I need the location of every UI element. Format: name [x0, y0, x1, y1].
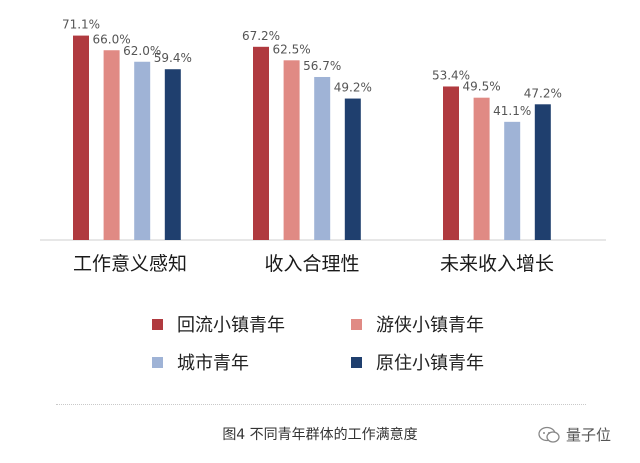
data-label-2-3: 56.7%: [303, 59, 341, 73]
x-tick-label-1: 工作意义感知: [73, 253, 187, 275]
data-label-3-1: 53.4%: [432, 68, 470, 82]
chat-bubble-icon: [538, 426, 560, 443]
data-label-3-3: 41.1%: [493, 104, 531, 118]
bar-chart: 71.1%66.0%62.0%59.4% 工作意义感知 67.2%62.5% 56.7…: [40, 18, 606, 275]
legend-label-series-4: 原住小镇青年: [376, 353, 484, 374]
x-tick-label-3: 未来收入增长: [440, 253, 554, 275]
data-label-1-1: 71.1%: [62, 18, 100, 32]
bar-2-2: [283, 60, 300, 240]
bar-3-4: [534, 104, 551, 240]
legend-item-series-1: 回流小镇青年: [152, 311, 285, 337]
data-label-2-2: 62.5%: [273, 42, 311, 56]
watermark: 量子位: [538, 424, 611, 445]
bar-3-3: [504, 121, 521, 240]
legend-item-series-4: 原住小镇青年: [351, 349, 484, 375]
legend-label-series-3: 城市青年: [177, 353, 249, 374]
bar-2-4: [344, 98, 361, 240]
bar-1-2: [103, 50, 120, 240]
figure-caption: 图4 不同青年群体的工作满意度: [222, 427, 418, 443]
legend-swatch-series-1: [152, 318, 163, 330]
data-label-3-4: 47.2%: [524, 86, 562, 100]
bar-3-2: [473, 97, 490, 240]
legend-swatch-series-4: [351, 356, 362, 368]
bar-3-1: [443, 86, 459, 240]
data-label-1-2: 66.0%: [93, 32, 131, 46]
legend-label-series-1: 回流小镇青年: [177, 315, 285, 336]
bar-2-3: [314, 76, 331, 240]
legend-swatch-series-2: [351, 318, 362, 330]
legend-swatch-series-3: [152, 356, 163, 368]
bar-1-4: [164, 69, 181, 240]
bar-1-3: [134, 61, 151, 240]
legend-item-series-2: 游侠小镇青年: [351, 311, 484, 337]
data-label-2-4: 49.2%: [334, 81, 372, 95]
data-label-3-2: 49.5%: [463, 80, 501, 94]
data-label-1-4: 59.4%: [154, 51, 192, 65]
x-tick-label-2: 收入合理性: [264, 253, 359, 275]
legend-item-series-3: 城市青年: [152, 349, 249, 375]
bar-1-1: [73, 35, 89, 241]
legend-label-series-2: 游侠小镇青年: [376, 315, 484, 336]
watermark-text: 量子位: [566, 426, 612, 444]
data-label-1-3: 62.0%: [123, 44, 161, 58]
bar-2-1: [253, 46, 269, 240]
caption-divider: [56, 404, 586, 405]
data-label-2-1: 67.2%: [242, 29, 280, 43]
